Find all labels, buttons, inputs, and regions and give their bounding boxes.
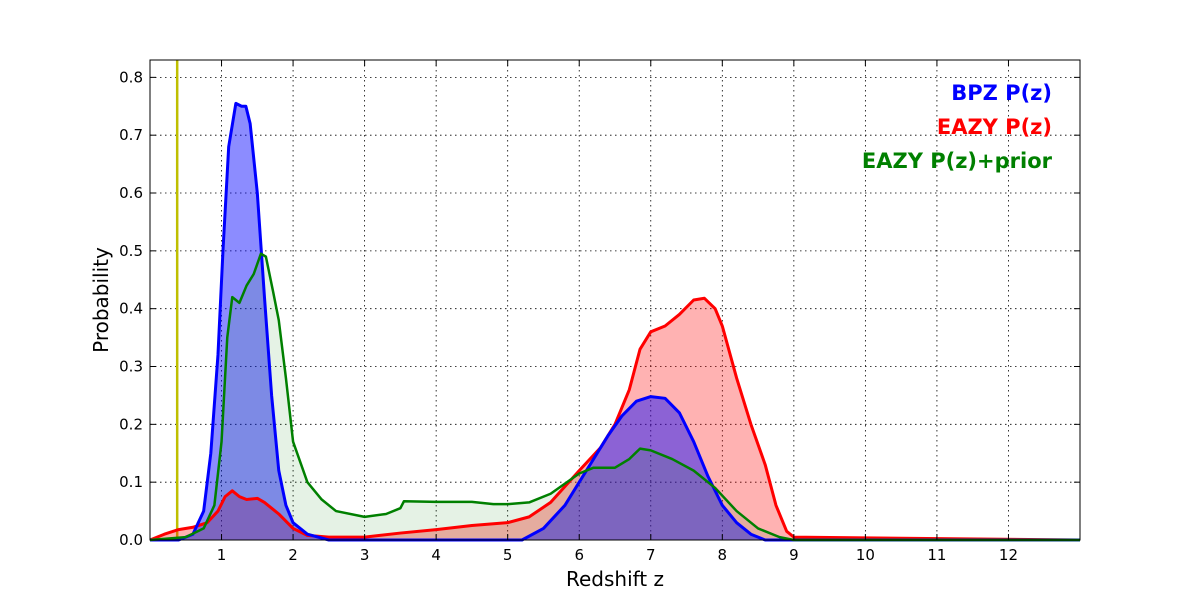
x-tick-label: 2 xyxy=(288,546,298,564)
eazy-p-z-area xyxy=(150,298,1080,540)
x-tick-label: 3 xyxy=(360,546,370,564)
x-tick-label: 1 xyxy=(217,546,227,564)
series-layer xyxy=(149,101,1081,542)
y-tick-label: 0.4 xyxy=(119,300,143,318)
x-tick-label: 12 xyxy=(999,546,1018,564)
eazy-p-z-line xyxy=(149,296,1081,542)
y-tick-label: 0.0 xyxy=(119,531,143,549)
eazy-p-z-prior-area xyxy=(150,253,1080,541)
x-tick-label: 11 xyxy=(927,546,946,564)
y-tick-label: 0.6 xyxy=(119,184,143,202)
x-tick-label: 8 xyxy=(718,546,728,564)
y-tick-label: 0.3 xyxy=(119,358,143,376)
y-tick-label: 0.7 xyxy=(119,126,143,144)
bpz-p-z-area xyxy=(150,103,1080,541)
eazy-p-z-prior-line xyxy=(149,252,1080,542)
tick-layer: 1 2 3 4 5 6 7 8 9 10 11 120.00.10.20.30.40.50.60.70… xyxy=(119,60,1080,564)
plot-frame xyxy=(149,59,1081,541)
x-tick-label: 5 xyxy=(503,546,513,564)
y-tick-label: 0.1 xyxy=(119,473,143,491)
x-tick-label: 10 xyxy=(856,546,875,564)
y-axis-title: Probability xyxy=(89,247,113,353)
x-tick-label: 9 xyxy=(789,546,799,564)
legend: BPZ P(z) EAZY P(z) EAZY P(z)+prior xyxy=(862,81,1053,173)
legend-entry: EAZY P(z) xyxy=(937,115,1052,139)
legend-entry: BPZ P(z) xyxy=(951,81,1052,105)
x-tick-label: 7 xyxy=(646,546,656,564)
x-tick-label: 4 xyxy=(431,546,441,564)
y-tick-label: 0.2 xyxy=(119,415,143,433)
x-axis-title: Redshift z xyxy=(566,567,664,591)
bpz-p-z-line xyxy=(150,101,1080,542)
y-tick-label: 0.8 xyxy=(119,68,143,86)
y-tick-label: 0.5 xyxy=(119,242,143,260)
x-tick-label: 6 xyxy=(574,546,584,564)
legend-entry: EAZY P(z)+prior xyxy=(862,149,1053,173)
